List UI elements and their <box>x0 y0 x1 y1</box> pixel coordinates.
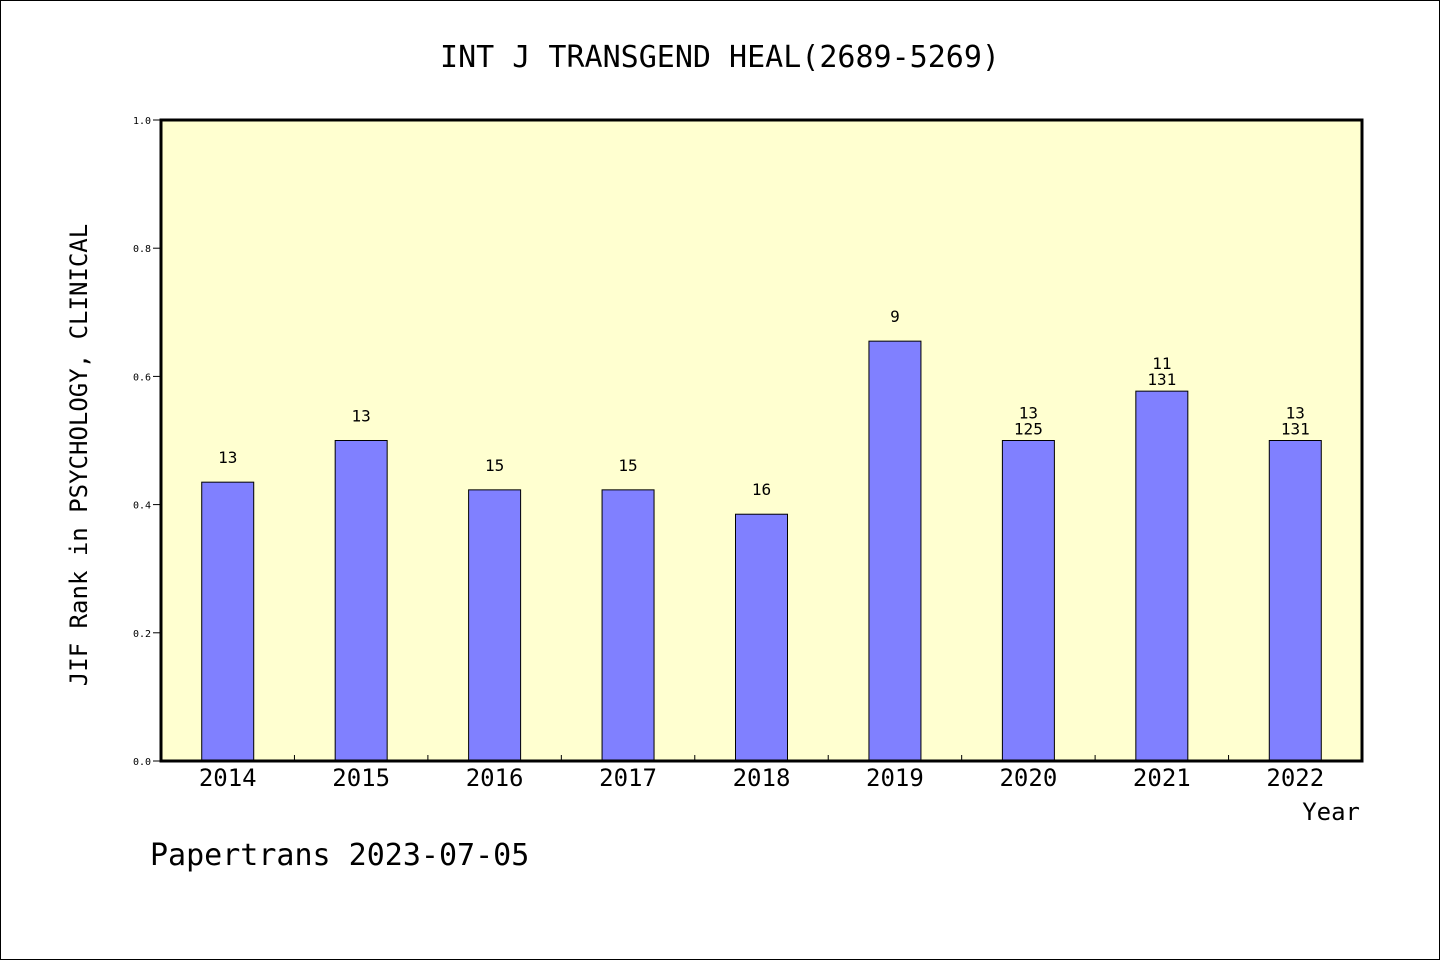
data-label-rank: 16 <box>752 480 771 499</box>
data-label-rank: 9 <box>890 307 900 326</box>
x-tick-label: 2016 <box>466 764 524 792</box>
x-tick-label: 2018 <box>733 764 791 792</box>
data-label-rank: 11 <box>1152 354 1171 373</box>
bar <box>868 340 922 762</box>
plot-area: 0.0 0.2 0.4 0.6 0.8 1.0 13 2014 13 2015 15 2016 15 20… <box>133 116 1364 792</box>
bar <box>601 489 655 762</box>
bar <box>201 481 255 762</box>
y-tick-label: 0.2 <box>133 629 151 640</box>
bar <box>1001 440 1055 762</box>
y-tick-label: 1.0 <box>133 116 151 127</box>
x-tick-label: 2015 <box>332 764 390 792</box>
x-tick-label: 2021 <box>1133 764 1191 792</box>
x-axis-label: Year <box>1302 798 1360 826</box>
data-label-total: 131 <box>1147 370 1176 389</box>
bar <box>1135 390 1189 762</box>
x-tick-label: 2019 <box>866 764 924 792</box>
data-label-rank: 15 <box>618 456 637 475</box>
y-tick-label: 0.6 <box>133 372 151 383</box>
bar <box>1268 440 1322 762</box>
y-tick-label: 0.4 <box>133 501 151 512</box>
y-tick-label: 0.0 <box>133 757 151 768</box>
bar <box>468 489 522 762</box>
data-label-rank: 13 <box>218 448 237 467</box>
data-label-rank: 13 <box>1019 404 1038 423</box>
bar <box>334 440 388 762</box>
bar <box>735 513 788 762</box>
data-label-total: 125 <box>1014 420 1043 439</box>
data-label-rank: 13 <box>352 407 371 426</box>
data-label-rank: 15 <box>485 456 504 475</box>
x-tick-label: 2022 <box>1266 764 1324 792</box>
chart-title: INT J TRANSGEND HEAL(2689-5269) <box>440 40 1000 75</box>
y-axis-label: JIF Rank in PSYCHOLOGY, CLINICAL <box>65 224 93 686</box>
footer-text: Papertrans 2023-07-05 <box>150 838 529 873</box>
data-label-total: 131 <box>1281 420 1310 439</box>
plot-border <box>159 118 1364 763</box>
x-tick-label: 2014 <box>199 764 257 792</box>
x-tick-label: 2017 <box>599 764 657 792</box>
y-tick-label: 0.8 <box>133 244 151 255</box>
data-label-rank: 13 <box>1286 404 1305 423</box>
x-tick-label: 2020 <box>999 764 1057 792</box>
